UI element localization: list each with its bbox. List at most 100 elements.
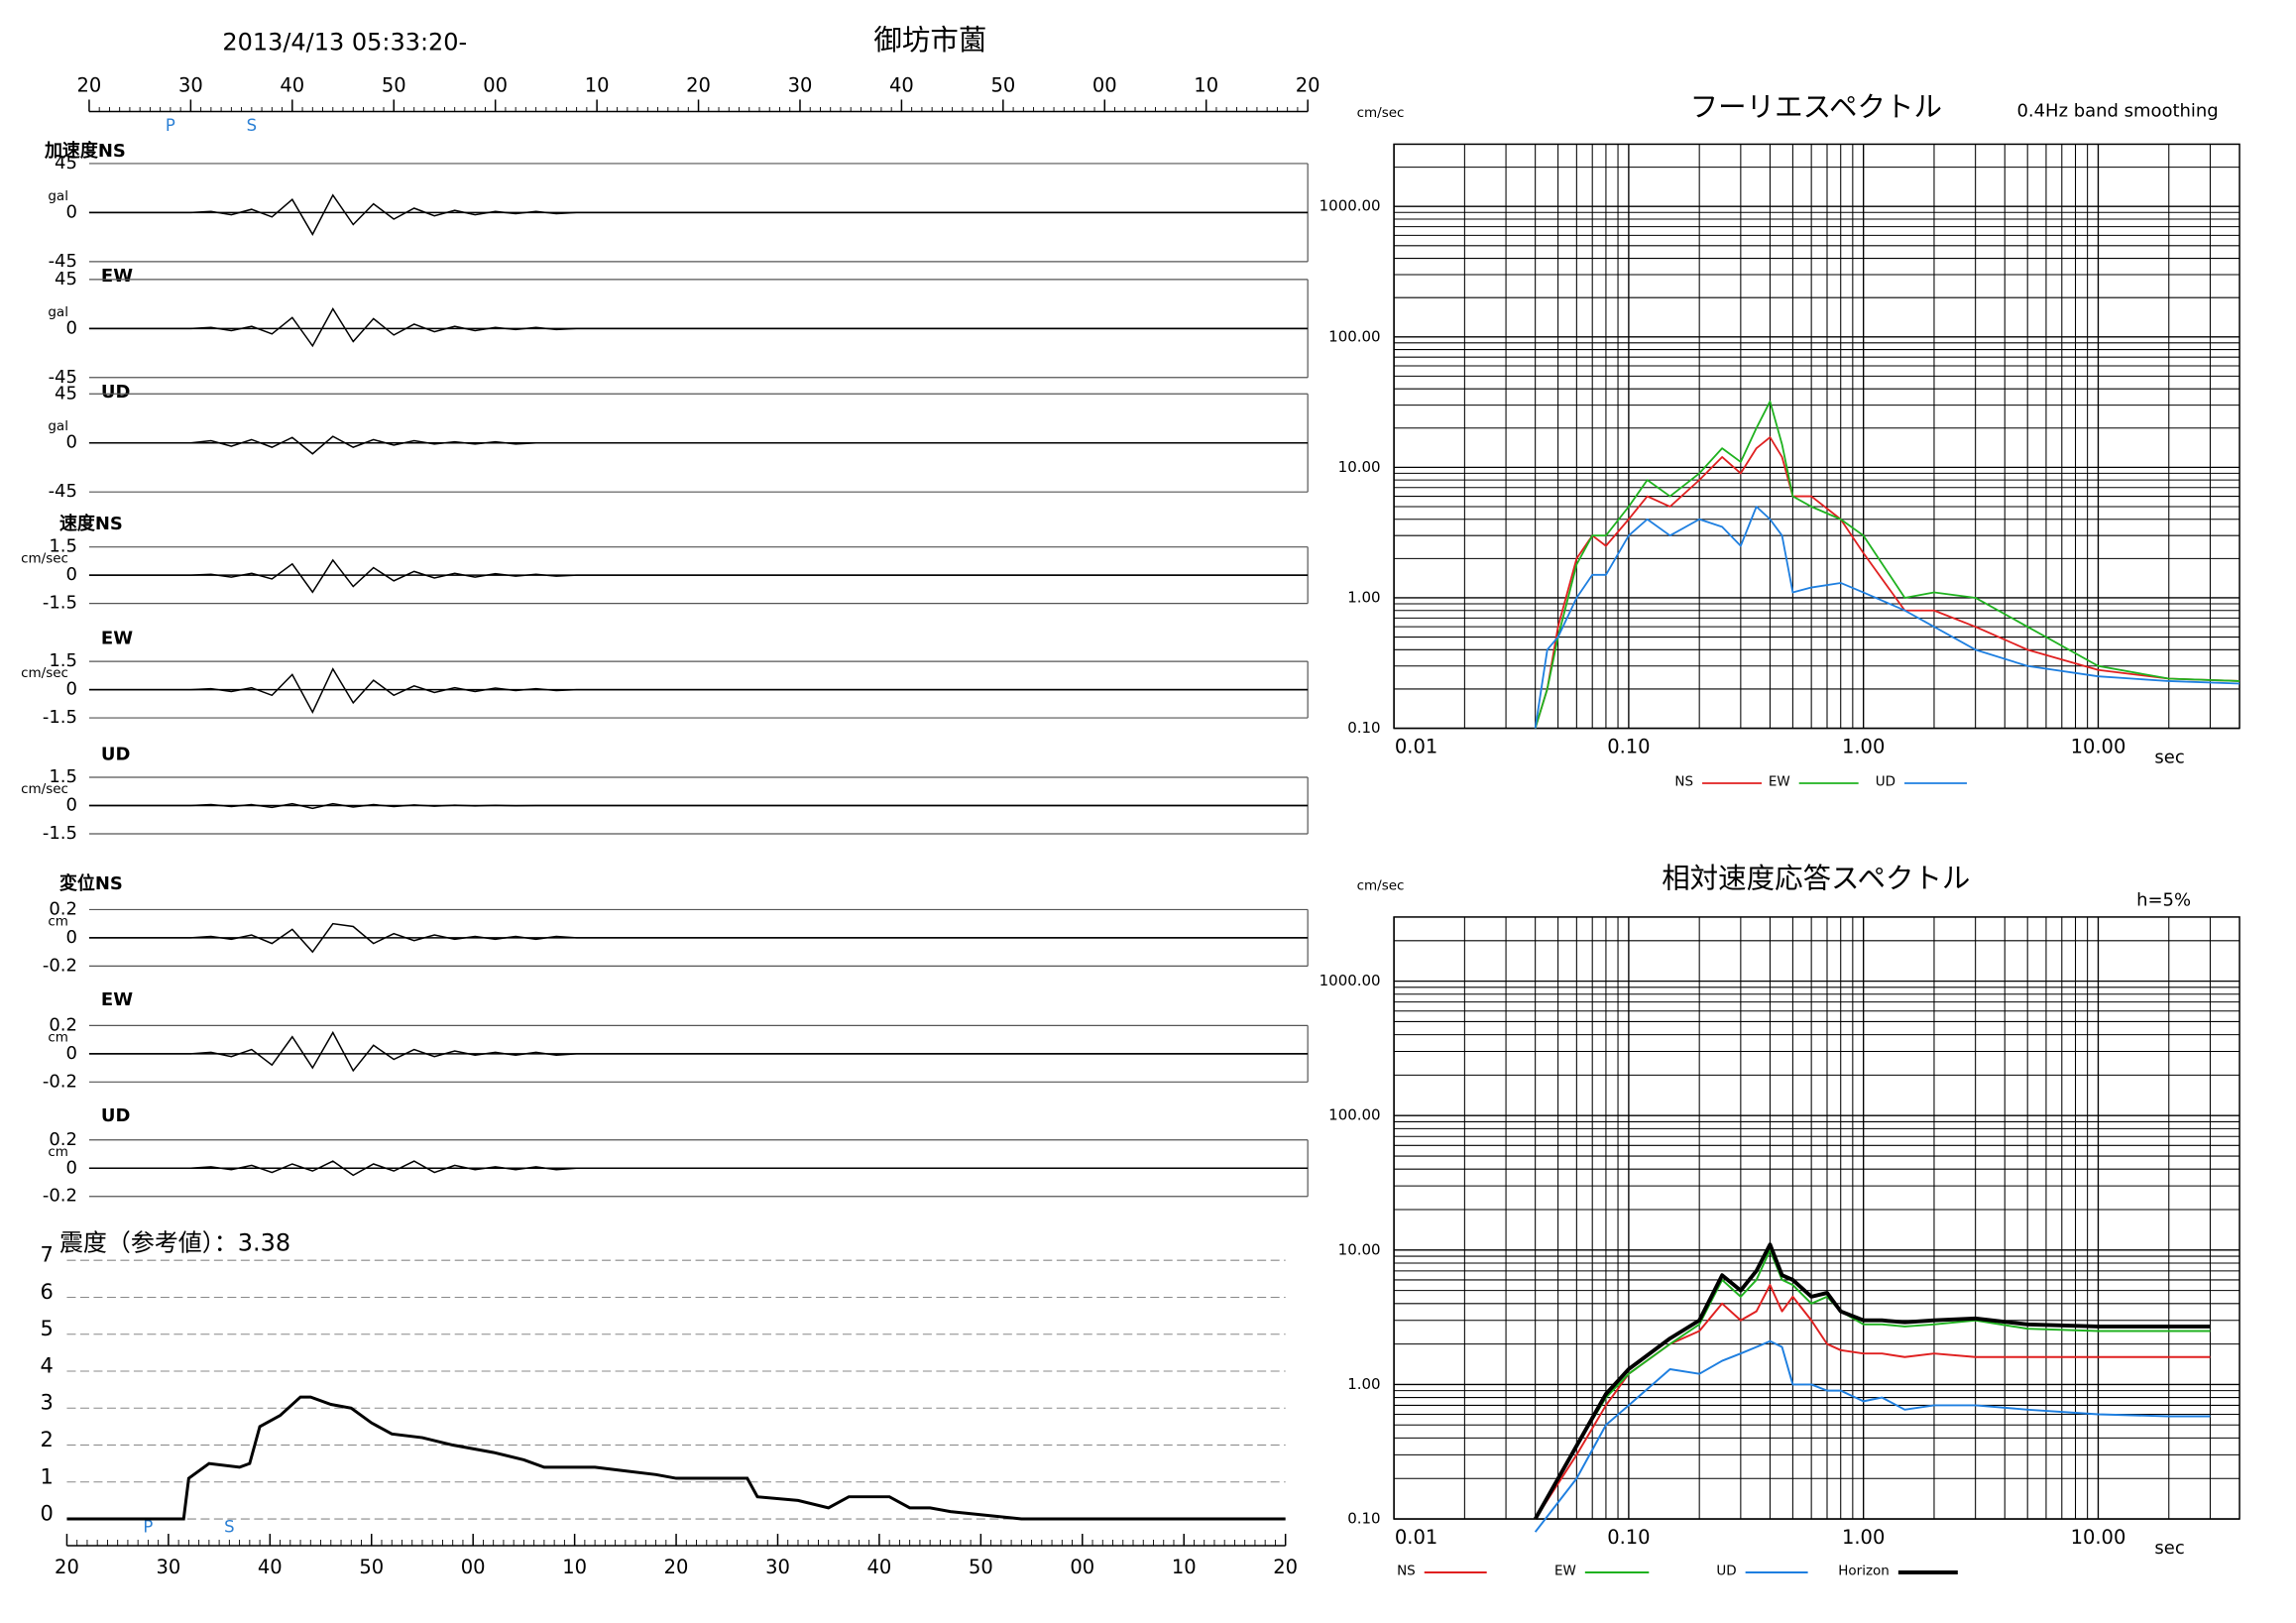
y-tick-label: -1.5: [43, 823, 77, 844]
trace-title: EW: [101, 266, 133, 287]
x-tick-label: 40: [889, 73, 914, 96]
y-tick-label: 1.00: [1347, 588, 1380, 606]
y-tick-label: 0: [66, 201, 77, 222]
x-tick-label: 1.00: [1842, 1526, 1885, 1549]
phase-marker: P: [166, 116, 175, 135]
y-tick-label: 0: [66, 679, 77, 700]
legend-label: EW: [1769, 774, 1790, 790]
y-tick-label: 3: [40, 1391, 53, 1415]
trace-title: UD: [101, 1105, 131, 1126]
y-axis-label: cm/sec: [1357, 877, 1405, 893]
y-tick-label: 1.00: [1347, 1375, 1380, 1393]
spectrum-title: フーリエスペクトル: [1690, 90, 1942, 123]
y-tick-label: 0: [66, 432, 77, 453]
waveform: [88, 667, 1309, 715]
plot-frame: [1393, 143, 2240, 730]
spectrum-line: [1534, 1248, 2211, 1520]
annotation: 0.4Hz band smoothing: [2016, 100, 2218, 121]
trace-title: UD: [101, 382, 131, 403]
trace-unit: gal: [48, 418, 68, 434]
x-tick-label: 10: [1194, 73, 1218, 96]
spectrum-line: [1534, 506, 2240, 729]
x-tick-label: 50: [359, 1556, 384, 1578]
x-tick-label: 30: [765, 1556, 790, 1578]
y-tick-label: 10.00: [1338, 1240, 1381, 1258]
y-tick-label: -0.2: [43, 1186, 77, 1207]
waveform: [88, 1030, 1309, 1073]
y-tick-label: 0: [66, 564, 77, 585]
x-axis-label: sec: [2154, 1538, 2184, 1559]
x-tick-label: 10.00: [2071, 736, 2126, 758]
waveform: [88, 307, 1309, 348]
x-tick-label: 20: [664, 1556, 689, 1578]
waveform: [88, 435, 1309, 455]
y-tick-label: 1: [40, 1464, 53, 1488]
x-tick-label: 00: [461, 1556, 486, 1578]
spectrum-line: [1534, 1339, 2211, 1533]
legend-label: UD: [1716, 1564, 1736, 1579]
x-tick-label: 50: [969, 1556, 993, 1578]
legend-label: Horizon: [1838, 1564, 1890, 1579]
phase-marker: S: [224, 1518, 234, 1537]
trace-title: UD: [101, 745, 131, 765]
x-tick-label: 50: [382, 73, 406, 96]
y-tick-label: -0.2: [43, 1071, 77, 1092]
y-tick-label: 45: [55, 383, 77, 404]
legend-label: NS: [1397, 1564, 1416, 1579]
spectrum-line: [1533, 1242, 2211, 1520]
x-tick-label: 20: [1296, 73, 1320, 96]
y-tick-label: 0.10: [1347, 1510, 1380, 1528]
x-tick-label: 10: [1172, 1556, 1197, 1578]
y-tick-label: 2: [40, 1428, 53, 1451]
y-tick-label: 7: [40, 1243, 53, 1267]
x-tick-label: 40: [280, 73, 304, 96]
x-axis-label: sec: [2154, 748, 2184, 768]
y-tick-label: 0: [66, 317, 77, 338]
spectrum-line: [1534, 436, 2240, 729]
trace-unit: cm: [48, 913, 68, 929]
annotation: h=5%: [2136, 889, 2191, 910]
y-tick-label: -45: [49, 481, 77, 502]
waveform: [88, 802, 1309, 810]
y-tick-label: 1.5: [49, 536, 77, 557]
x-tick-label: 20: [77, 73, 102, 96]
x-tick-label: 10.00: [2071, 1526, 2126, 1549]
y-tick-label: 0.2: [49, 1129, 77, 1150]
y-tick-label: -0.2: [43, 955, 77, 976]
y-tick-label: 100.00: [1328, 1106, 1380, 1124]
x-tick-label: 20: [1273, 1556, 1298, 1578]
y-tick-label: 0: [66, 927, 77, 948]
y-tick-label: 1.5: [49, 766, 77, 787]
y-tick-label: 4: [40, 1353, 53, 1377]
y-tick-label: 0: [40, 1502, 53, 1526]
x-tick-label: 0.10: [1607, 1526, 1650, 1549]
waveform: [88, 1160, 1309, 1177]
legend-label: EW: [1554, 1564, 1576, 1579]
y-tick-label: 0: [66, 1157, 77, 1178]
phase-marker: S: [247, 116, 257, 135]
plot-frame: [1393, 916, 2240, 1520]
x-tick-label: 1.00: [1842, 736, 1885, 758]
trace-unit: cm: [48, 1029, 68, 1045]
waveform: [88, 558, 1309, 594]
y-tick-label: -45: [49, 367, 77, 388]
x-tick-label: 30: [788, 73, 813, 96]
x-tick-label: 00: [1070, 1556, 1094, 1578]
x-tick-label: 0.01: [1395, 736, 1437, 758]
waveform: [88, 193, 1309, 236]
x-tick-label: 40: [867, 1556, 892, 1578]
x-tick-label: 10: [562, 1556, 587, 1578]
y-tick-label: 0.10: [1347, 719, 1380, 737]
trace-unit: cm/sec: [21, 551, 68, 567]
x-tick-label: 20: [55, 1556, 79, 1578]
x-tick-label: 50: [990, 73, 1015, 96]
waveform: [88, 922, 1309, 954]
y-tick-label: 100.00: [1328, 327, 1380, 345]
trace-title: EW: [101, 629, 133, 649]
y-tick-label: -1.5: [43, 707, 77, 728]
trace-unit: gal: [48, 304, 68, 320]
trace-unit: cm/sec: [21, 781, 68, 797]
